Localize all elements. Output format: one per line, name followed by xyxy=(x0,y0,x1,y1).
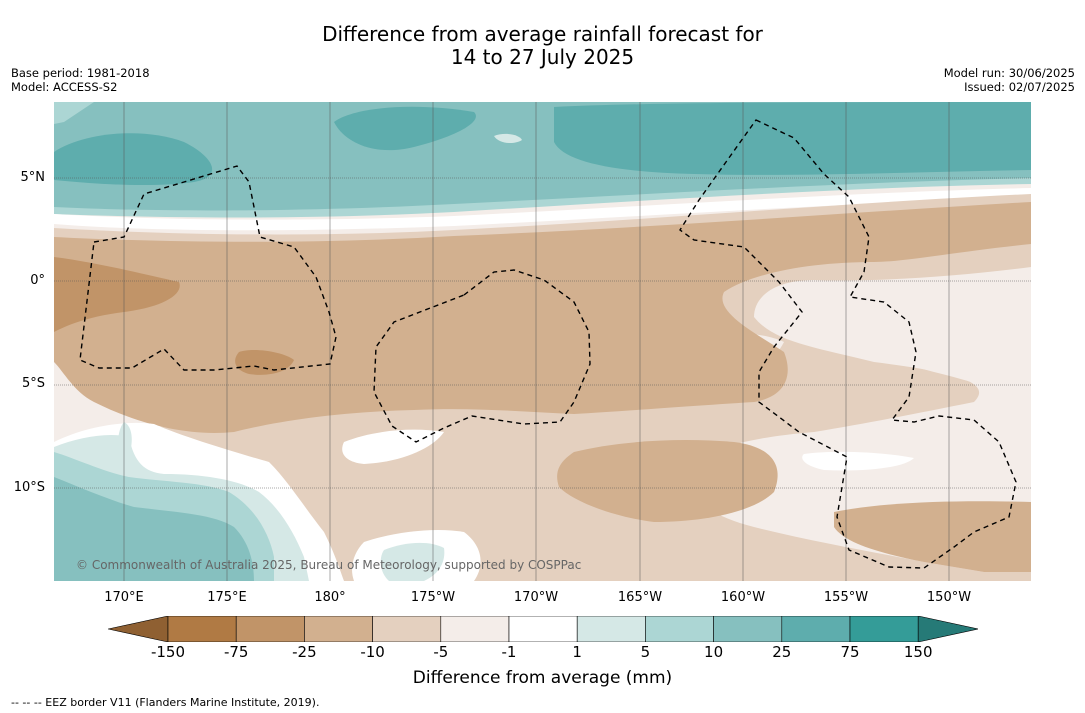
metadata-left: Base period: 1981-2018 Model: ACCESS-S2 xyxy=(11,66,150,94)
lon-label-175e: 175°E xyxy=(207,590,247,605)
colorbar-tick-label: 1 xyxy=(572,643,582,661)
model-run-date: Model run: 30/06/2025 xyxy=(943,66,1075,80)
colorbar-segment xyxy=(781,616,851,642)
eez-border-footnote: -- -- -- EEZ border V11 (Flanders Marine… xyxy=(11,696,320,709)
colorbar-tick-label: -1 xyxy=(501,643,517,661)
colorbar-segment xyxy=(372,616,442,642)
lon-label-155w: 155°W xyxy=(823,590,869,605)
map-title-line2: 14 to 27 July 2025 xyxy=(450,45,635,69)
model-name: Model: ACCESS-S2 xyxy=(11,80,118,94)
lat-label-10s: 10°S xyxy=(13,480,45,495)
colorbar-segment xyxy=(645,616,714,642)
lon-label-150w: 150°W xyxy=(926,590,972,605)
colorbar-segment xyxy=(440,616,510,642)
lon-label-175w: 175°W xyxy=(410,590,456,605)
colorbar-tick-label: -75 xyxy=(223,643,249,661)
colorbar xyxy=(108,616,978,642)
colorbar-title: Difference from average (mm) xyxy=(412,668,673,688)
map-title-line1: Difference from average rainfall forecas… xyxy=(322,22,763,46)
colorbar-extend-high xyxy=(917,616,978,642)
lat-label-5n: 5°N xyxy=(20,170,46,185)
map-contours xyxy=(54,102,1031,581)
colorbar-segment xyxy=(167,616,237,642)
colorbar-segment xyxy=(235,616,305,642)
colorbar-tick-label: -10 xyxy=(360,643,385,661)
base-period: Base period: 1981-2018 xyxy=(11,66,150,80)
colorbar-extend-low xyxy=(108,616,169,642)
lon-label-170w: 170°W xyxy=(513,590,559,605)
colorbar-tick-label: 150 xyxy=(903,643,933,661)
lon-label-170e: 170°E xyxy=(104,590,144,605)
colorbar-tick-label: 75 xyxy=(840,643,860,661)
copyright-notice: © Commonwealth of Australia 2025, Bureau… xyxy=(76,558,582,572)
colorbar-tick-label: 10 xyxy=(704,643,724,661)
graticule xyxy=(54,102,1031,581)
lat-label-0: 0° xyxy=(30,273,45,288)
lon-label-160w: 160°W xyxy=(720,590,766,605)
lon-label-180: 180° xyxy=(314,590,346,605)
colorbar-tick-label: -25 xyxy=(292,643,317,661)
colorbar-segment xyxy=(713,616,783,642)
colorbar-segment xyxy=(849,616,919,642)
colorbar-tick-label: -5 xyxy=(433,643,449,661)
colorbar-tick-label: -150 xyxy=(150,643,186,661)
colorbar-segment xyxy=(508,616,578,642)
eez-borders xyxy=(79,119,1017,569)
colorbar-tick-label: 5 xyxy=(640,643,651,661)
issued-date: Issued: 02/07/2025 xyxy=(964,80,1075,94)
rainfall-anomaly-map: © Commonwealth of Australia 2025, Bureau… xyxy=(54,102,1031,581)
lat-label-5s: 5°S xyxy=(21,376,45,391)
lon-label-165w: 165°W xyxy=(617,590,663,605)
colorbar-tick-label: 25 xyxy=(772,643,792,661)
colorbar-segment xyxy=(304,616,373,642)
colorbar-segment xyxy=(576,616,646,642)
metadata-right: Model run: 30/06/2025 Issued: 02/07/2025 xyxy=(944,66,1075,94)
